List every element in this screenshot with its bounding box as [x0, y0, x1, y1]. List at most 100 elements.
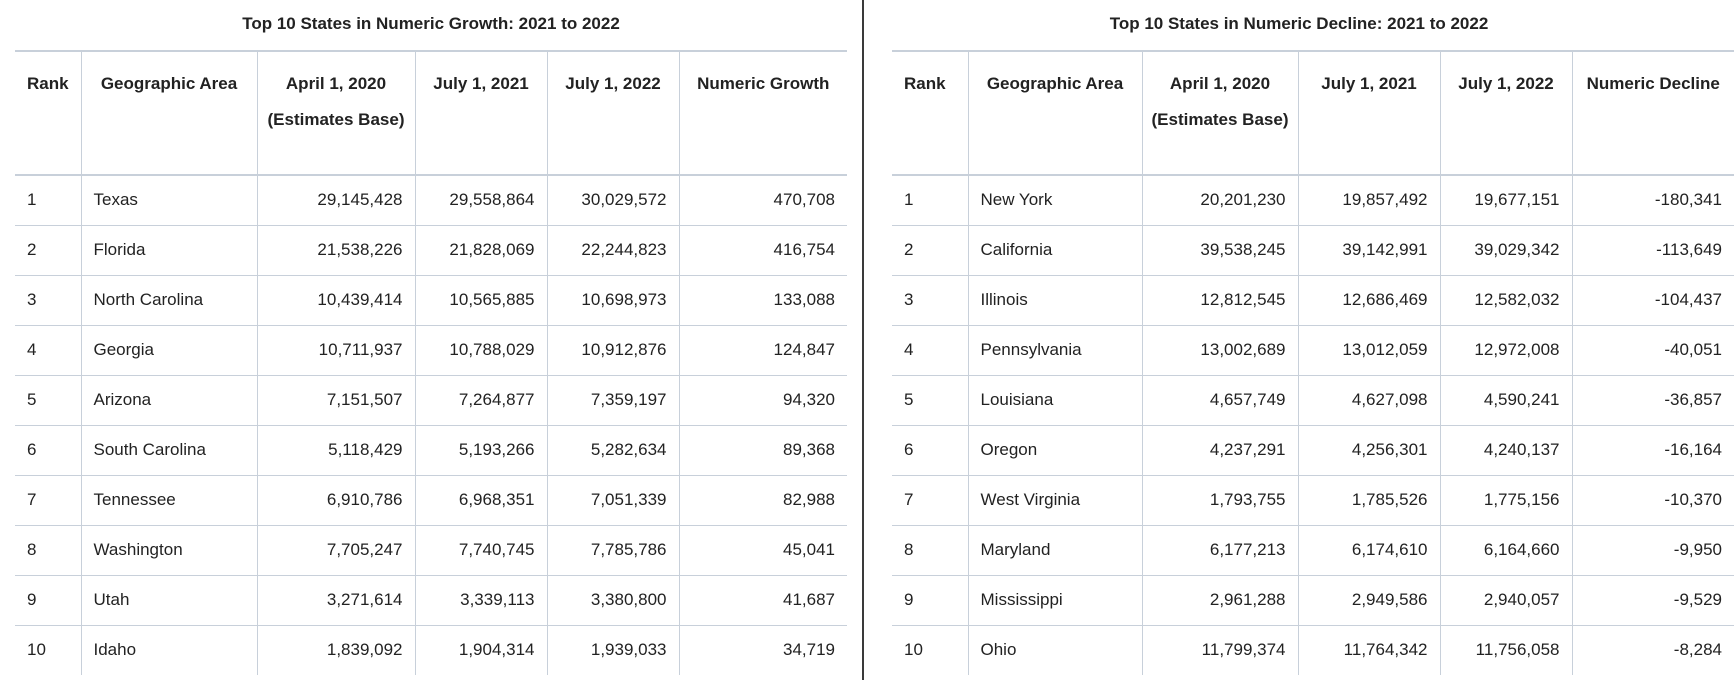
cell-geographic-area: New York [967, 174, 1142, 225]
cell-change: -40,051 [1571, 324, 1734, 375]
cell-change: -16,164 [1571, 424, 1734, 475]
cell-april-2020: 1,793,755 [1141, 474, 1298, 525]
cell-change: -113,649 [1571, 224, 1734, 275]
decline-table-body: 1 New York 20,201,230 19,857,492 19,677,151-… [892, 174, 1734, 675]
cell-rank: 10 [15, 624, 81, 675]
cell-april-2020: 6,910,786 [256, 474, 415, 525]
cell-july-2022: 12,972,008 [1439, 324, 1572, 375]
cell-change: -36,857 [1571, 374, 1734, 425]
cell-july-2022: 3,380,800 [546, 574, 679, 625]
table-row: 10 Idaho 1,839,092 1,904,314 1,939,033 34,719 [15, 624, 847, 675]
cell-july-2021: 4,627,098 [1297, 374, 1440, 425]
cell-geographic-area: Texas [80, 174, 257, 225]
cell-july-2021: 10,565,885 [414, 274, 547, 325]
cell-july-2021: 1,904,314 [414, 624, 547, 675]
cell-july-2022: 4,590,241 [1439, 374, 1572, 425]
cell-geographic-area: Ohio [967, 624, 1142, 675]
cell-change: 34,719 [678, 624, 847, 675]
cell-rank: 8 [892, 524, 968, 575]
column-header-july-2021: July 1, 2021 [414, 50, 547, 176]
table-row: 6 Oregon 4,237,291 4,256,301 4,240,137 -16,16… [892, 424, 1734, 475]
decline-table-title: Top 10 States in Numeric Decline: 2021 t… [1109, 14, 1489, 33]
table-row: 6 South Carolina 5,118,429 5,193,266 5,282,6… [15, 424, 847, 475]
table-row: 3 North Carolina 10,439,414 10,565,885 10,69… [15, 274, 847, 325]
cell-rank: 1 [892, 174, 968, 225]
column-header-july-2022: July 1, 2022 [546, 50, 679, 176]
cell-july-2022: 10,698,973 [546, 274, 679, 325]
cell-july-2022: 39,029,342 [1439, 224, 1572, 275]
decline-panel: Top 10 States in Numeric Decline: 2021 t… [864, 0, 1734, 680]
cell-geographic-area: Pennsylvania [967, 324, 1142, 375]
table-row: 4 Georgia 10,711,937 10,788,029 10,912,876 12… [15, 324, 847, 375]
cell-rank: 7 [15, 474, 81, 525]
cell-change: 45,041 [678, 524, 847, 575]
cell-change: -104,437 [1571, 274, 1734, 325]
table-row: 1 Texas 29,145,428 29,558,864 30,029,572 470,… [15, 174, 847, 225]
cell-geographic-area: Louisiana [967, 374, 1142, 425]
table-row: 2 California 39,538,245 39,142,991 39,029,34… [892, 224, 1734, 275]
table-row: 5 Louisiana 4,657,749 4,627,098 4,590,241 -36… [892, 374, 1734, 425]
cell-geographic-area: Georgia [80, 324, 257, 375]
growth-panel: Top 10 States in Numeric Growth: 2021 to… [0, 0, 862, 680]
cell-geographic-area: California [967, 224, 1142, 275]
growth-table-body: 1 Texas 29,145,428 29,558,864 30,029,572 470,… [15, 174, 847, 675]
cell-change: 133,088 [678, 274, 847, 325]
cell-april-2020: 7,705,247 [256, 524, 415, 575]
cell-april-2020: 13,002,689 [1141, 324, 1298, 375]
growth-table: Rank Geographic Area April 1, 2020 (Esti… [15, 50, 847, 675]
cell-geographic-area: Washington [80, 524, 257, 575]
table-row: 10 Ohio 11,799,374 11,764,342 11,756,058 -8,2… [892, 624, 1734, 675]
cell-july-2021: 2,949,586 [1297, 574, 1440, 625]
cell-july-2022: 5,282,634 [546, 424, 679, 475]
cell-july-2021: 1,785,526 [1297, 474, 1440, 525]
cell-april-2020: 10,711,937 [256, 324, 415, 375]
cell-july-2021: 6,174,610 [1297, 524, 1440, 575]
cell-july-2022: 30,029,572 [546, 174, 679, 225]
cell-change: 82,988 [678, 474, 847, 525]
growth-table-title: Top 10 States in Numeric Growth: 2021 to… [242, 14, 620, 33]
cell-april-2020: 21,538,226 [256, 224, 415, 275]
cell-rank: 3 [15, 274, 81, 325]
cell-geographic-area: Oregon [967, 424, 1142, 475]
cell-change: -9,529 [1571, 574, 1734, 625]
growth-header-row: Rank Geographic Area April 1, 2020 (Esti… [15, 50, 847, 176]
table-row: 1 New York 20,201,230 19,857,492 19,677,151-… [892, 174, 1734, 225]
cell-july-2022: 1,775,156 [1439, 474, 1572, 525]
cell-rank: 5 [892, 374, 968, 425]
cell-april-2020: 10,439,414 [256, 274, 415, 325]
cell-july-2022: 7,785,786 [546, 524, 679, 575]
cell-july-2022: 11,756,058 [1439, 624, 1572, 675]
panel-divider [862, 0, 864, 680]
cell-change: 416,754 [678, 224, 847, 275]
cell-geographic-area: Illinois [967, 274, 1142, 325]
cell-rank: 3 [892, 274, 968, 325]
cell-april-2020: 11,799,374 [1141, 624, 1298, 675]
cell-april-2020: 2,961,288 [1141, 574, 1298, 625]
cell-july-2021: 29,558,864 [414, 174, 547, 225]
column-header-april-2020: April 1, 2020 (Estimates Base) [256, 50, 415, 176]
table-row: 2 Florida 21,538,226 21,828,069 22,244,823 41… [15, 224, 847, 275]
table-row: 3 Illinois 12,812,545 12,686,469 12,582,032-… [892, 274, 1734, 325]
column-header-numeric-decline: Numeric Decline [1571, 50, 1734, 176]
cell-april-2020: 4,237,291 [1141, 424, 1298, 475]
decline-header-row: Rank Geographic Area April 1, 2020 (Esti… [892, 50, 1734, 176]
cell-april-2020: 3,271,614 [256, 574, 415, 625]
cell-geographic-area: West Virginia [967, 474, 1142, 525]
cell-july-2021: 7,740,745 [414, 524, 547, 575]
table-row: 7 Tennessee 6,910,786 6,968,351 7,051,339 82,… [15, 474, 847, 525]
column-header-geographic-area: Geographic Area [967, 50, 1142, 176]
cell-geographic-area: Maryland [967, 524, 1142, 575]
cell-april-2020: 29,145,428 [256, 174, 415, 225]
column-header-geographic-area: Geographic Area [80, 50, 257, 176]
cell-april-2020: 6,177,213 [1141, 524, 1298, 575]
cell-april-2020: 12,812,545 [1141, 274, 1298, 325]
cell-july-2022: 7,359,197 [546, 374, 679, 425]
column-header-july-2021: July 1, 2021 [1297, 50, 1440, 176]
cell-rank: 9 [15, 574, 81, 625]
cell-geographic-area: Mississippi [967, 574, 1142, 625]
cell-change: -180,341 [1571, 174, 1734, 225]
cell-change: -10,370 [1571, 474, 1734, 525]
cell-july-2022: 7,051,339 [546, 474, 679, 525]
cell-rank: 6 [892, 424, 968, 475]
cell-july-2022: 19,677,151 [1439, 174, 1572, 225]
